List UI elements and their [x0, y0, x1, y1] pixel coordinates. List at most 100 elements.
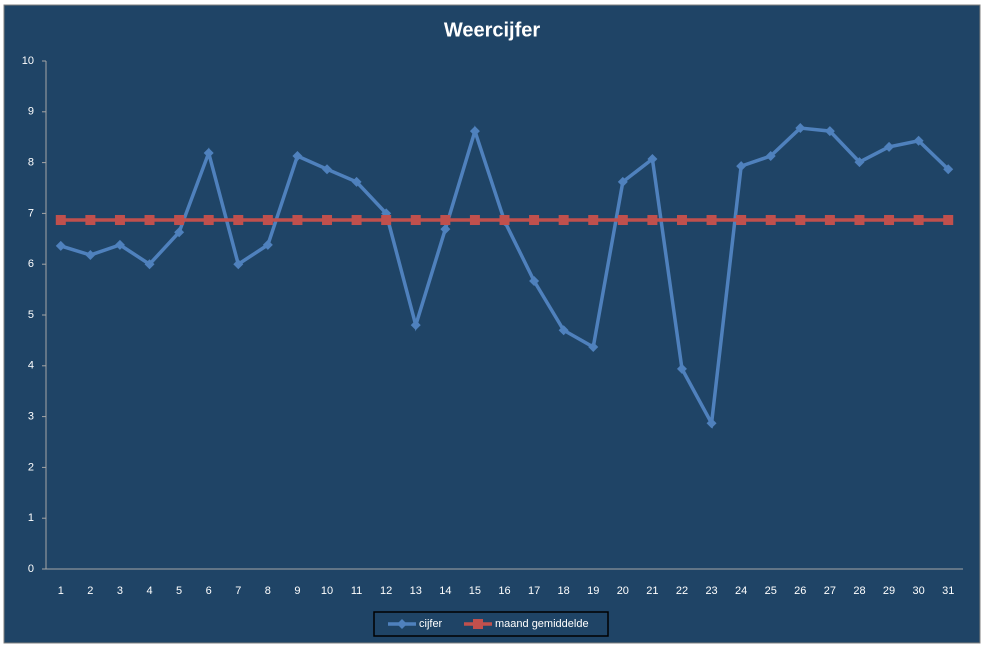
x-tick-label: 18 [558, 585, 570, 597]
x-tick-label: 31 [942, 585, 954, 597]
x-tick-label: 17 [528, 585, 540, 597]
chart-title: Weercijfer [444, 19, 541, 41]
y-tick-label: 8 [28, 157, 34, 169]
point [469, 126, 480, 137]
x-tick-label: 10 [321, 585, 333, 597]
x-tick-label: 13 [410, 585, 422, 597]
y-tick-label: 0 [28, 563, 34, 575]
point [913, 215, 924, 226]
point [410, 215, 421, 226]
x-tick-label: 28 [853, 585, 865, 597]
point [588, 215, 599, 226]
point [529, 275, 540, 286]
point [647, 154, 658, 165]
x-tick-label: 8 [265, 585, 271, 597]
x-tick-label: 16 [498, 585, 510, 597]
point [499, 215, 510, 226]
x-tick-label: 15 [469, 585, 481, 597]
point [233, 215, 244, 226]
point [292, 215, 303, 226]
point [647, 215, 658, 226]
point [174, 215, 185, 226]
point [529, 215, 540, 226]
x-tick-label: 25 [765, 585, 777, 597]
point [736, 215, 747, 226]
point [558, 325, 569, 336]
point [144, 215, 155, 226]
point [144, 259, 155, 270]
point [381, 215, 392, 226]
point [854, 215, 865, 226]
point [322, 164, 333, 175]
x-tick-label: 27 [824, 585, 836, 597]
point [676, 215, 687, 226]
y-tick-label: 3 [28, 411, 34, 423]
point [824, 215, 835, 226]
point [55, 215, 66, 226]
x-tick-label: 1 [58, 585, 64, 597]
point [943, 215, 954, 226]
point [440, 224, 451, 235]
point [203, 147, 214, 158]
legend-marker [473, 619, 483, 629]
y-tick-label: 2 [28, 461, 34, 473]
point [174, 227, 185, 238]
x-tick-label: 5 [176, 585, 182, 597]
point [588, 342, 599, 353]
point [114, 215, 125, 226]
point [854, 157, 865, 168]
x-tick-label: 3 [117, 585, 123, 597]
point [233, 259, 244, 270]
point [85, 215, 96, 226]
point [351, 215, 362, 226]
x-tick-label: 2 [87, 585, 93, 597]
x-tick-label: 29 [883, 585, 895, 597]
point [795, 215, 806, 226]
point [114, 239, 125, 250]
point [262, 239, 273, 250]
point [469, 215, 480, 226]
chart-background [3, 4, 981, 644]
x-tick-label: 19 [587, 585, 599, 597]
point [558, 215, 569, 226]
point [824, 126, 835, 137]
x-tick-label: 14 [439, 585, 451, 597]
x-tick-label: 21 [646, 585, 658, 597]
point [943, 164, 954, 175]
point [410, 320, 421, 331]
x-tick-label: 24 [735, 585, 747, 597]
y-tick-label: 6 [28, 258, 34, 270]
point [262, 215, 273, 226]
x-tick-label: 9 [294, 585, 300, 597]
point [765, 215, 776, 226]
point [617, 176, 628, 187]
point [617, 215, 628, 226]
point [55, 240, 66, 251]
x-tick-label: 7 [235, 585, 241, 597]
x-tick-label: 22 [676, 585, 688, 597]
point [706, 215, 717, 226]
x-tick-label: 23 [705, 585, 717, 597]
point [351, 176, 362, 187]
x-tick-label: 30 [913, 585, 925, 597]
x-tick-label: 11 [351, 585, 362, 597]
y-tick-label: 9 [28, 106, 34, 118]
y-tick-label: 10 [22, 55, 34, 67]
y-tick-label: 1 [28, 512, 34, 524]
point [706, 418, 717, 429]
y-tick-label: 4 [28, 360, 34, 372]
point [322, 215, 333, 226]
point [765, 150, 776, 161]
point [440, 215, 451, 226]
point [203, 215, 214, 226]
point [913, 135, 924, 146]
point [736, 161, 747, 172]
point [676, 363, 687, 374]
legend-label: maand gemiddelde [495, 618, 589, 630]
x-tick-label: 4 [146, 585, 152, 597]
x-tick-label: 12 [380, 585, 392, 597]
point [85, 250, 96, 261]
x-tick-label: 26 [794, 585, 806, 597]
